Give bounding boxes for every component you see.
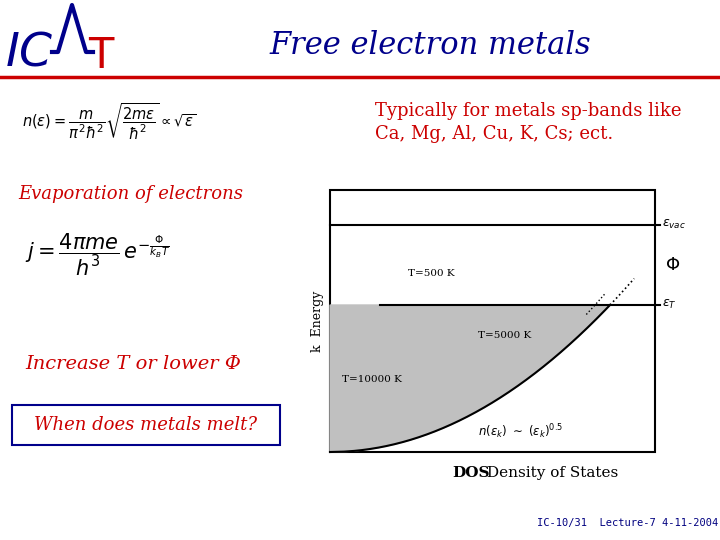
Text: $\mathit{IC}$: $\mathit{IC}$	[5, 30, 54, 75]
Bar	[330, 190, 655, 452]
Text: $\varepsilon_T$: $\varepsilon_T$	[662, 298, 677, 310]
Text: Evaporation of electrons: Evaporation of electrons	[18, 185, 243, 203]
Text: $\Phi$: $\Phi$	[665, 256, 680, 274]
Text: IC-10/31  Lecture-7 4-11-2004: IC-10/31 Lecture-7 4-11-2004	[536, 518, 718, 528]
Text: $\varepsilon_{vac}$: $\varepsilon_{vac}$	[662, 218, 686, 231]
Text: DOS: DOS	[452, 466, 490, 480]
Text: Increase T or lower Φ: Increase T or lower Φ	[25, 355, 241, 373]
Bar	[12, 405, 280, 445]
Text: $n(\varepsilon_k)\ \sim\ (\varepsilon_k)^{0.5}$: $n(\varepsilon_k)\ \sim\ (\varepsilon_k)…	[478, 423, 563, 441]
Polygon shape	[330, 305, 610, 452]
Text: k  Energy: k Energy	[312, 291, 325, 352]
Text: T=500 K: T=500 K	[408, 268, 454, 278]
Text: Ca, Mg, Al, Cu, K, Cs; ect.: Ca, Mg, Al, Cu, K, Cs; ect.	[375, 125, 613, 143]
Text: When does metals melt?: When does metals melt?	[35, 416, 258, 434]
Text: T=10000 K: T=10000 K	[342, 375, 402, 384]
Text: T=5000 K: T=5000 K	[478, 330, 531, 340]
Text: Density of States: Density of States	[482, 466, 618, 480]
Text: $n(\varepsilon)=\dfrac{m}{\pi^2\hbar^2}\sqrt{\dfrac{2m\varepsilon}{\hbar^2}}\pro: $n(\varepsilon)=\dfrac{m}{\pi^2\hbar^2}\…	[22, 102, 197, 143]
Text: $\mathrm{T}$: $\mathrm{T}$	[88, 35, 116, 77]
Text: Free electron metals: Free electron metals	[269, 30, 591, 61]
Text: Typically for metals sp-bands like: Typically for metals sp-bands like	[375, 102, 682, 120]
Text: $j=\dfrac{4\pi m e}{h^3}\,e^{-\frac{\Phi}{k_B T}}$: $j=\dfrac{4\pi m e}{h^3}\,e^{-\frac{\Phi…	[25, 232, 170, 278]
